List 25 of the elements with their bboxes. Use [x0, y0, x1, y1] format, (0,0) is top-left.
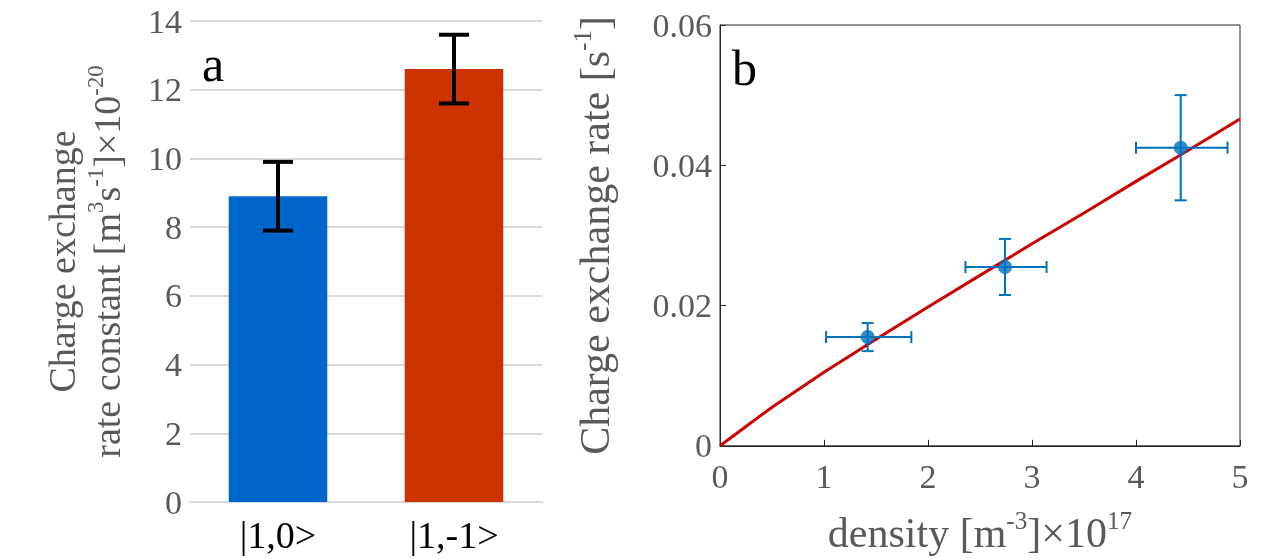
x-tick-label: 2: [919, 458, 937, 496]
y-tick-label: 0: [165, 483, 182, 521]
y-tick-label: 0.04: [652, 146, 712, 184]
y-axis-title: Charge exchange rate [s-1]: [568, 15, 618, 455]
x-tick-label: 3: [1023, 458, 1041, 496]
y-tick-label: 12: [148, 71, 182, 109]
x-tick-label: 5: [1231, 458, 1249, 496]
y-tick-label: 0.06: [652, 6, 712, 44]
y-tick-label: 2: [165, 414, 182, 452]
y-tick-label: 8: [165, 208, 182, 246]
y-tick-label: 14: [148, 2, 182, 40]
x-tick-label: 1: [815, 458, 833, 496]
point: [997, 259, 1012, 274]
annotation: a: [202, 36, 225, 92]
x-tick-label: |1,0>: [239, 514, 317, 556]
y-tick-label: 0: [695, 427, 712, 465]
y-tick-label: 10: [148, 139, 182, 177]
annotation: b: [732, 40, 757, 96]
y-tick-label: 4: [165, 346, 182, 384]
x-tick-label: 4: [1127, 458, 1145, 496]
x-tick-label: |1,-1>: [409, 514, 499, 556]
y-tick-label: 6: [165, 277, 182, 315]
point: [1173, 140, 1188, 155]
y-tick-label: 0.02: [652, 287, 712, 325]
point: [860, 330, 875, 345]
